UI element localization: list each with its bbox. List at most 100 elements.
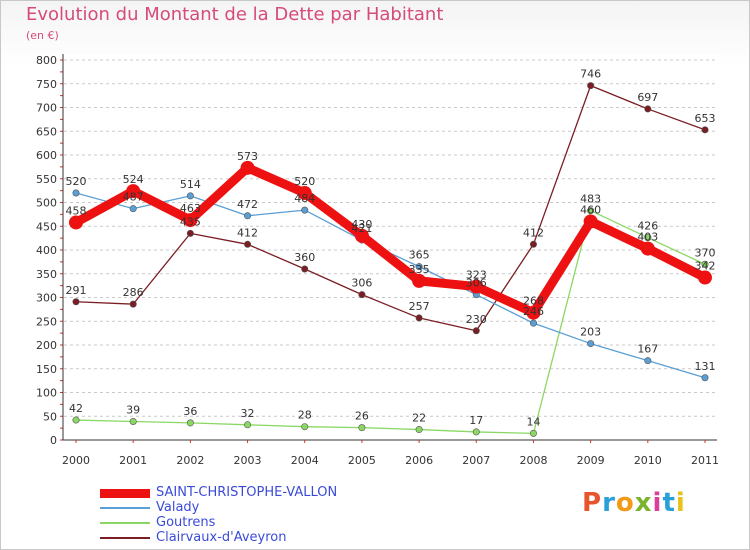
data-point [72, 298, 80, 306]
grid [64, 54, 717, 441]
data-label: 435 [180, 215, 201, 228]
data-label: 483 [580, 193, 601, 206]
data-point [129, 205, 137, 213]
data-label: 342 [695, 260, 716, 273]
data-label: 514 [180, 178, 201, 191]
logo-letter: P [582, 488, 603, 518]
data-label: 36 [183, 405, 197, 418]
plot-area [64, 54, 717, 440]
data-label: 268 [523, 295, 544, 308]
data-label: 426 [637, 220, 658, 233]
x-tick-label: 2010 [634, 454, 662, 467]
data-label: 360 [294, 251, 315, 264]
y-tick-label: 750 [36, 78, 57, 91]
x-tick-label: 2005 [348, 454, 376, 467]
data-label: 520 [66, 175, 87, 188]
data-point [529, 319, 537, 327]
data-label: 412 [523, 226, 544, 239]
data-label: 28 [298, 409, 312, 422]
data-point [301, 206, 309, 214]
data-label: 286 [123, 286, 144, 299]
line-chart: 0 50 100 150 200 250 300 350 400 450 500 550 600 650 7… [36, 54, 719, 467]
data-label: 370 [695, 246, 716, 259]
logo-letter: i [675, 488, 686, 518]
data-label: 230 [466, 313, 487, 326]
logo-letter: i [652, 488, 663, 518]
data-point [297, 186, 312, 200]
y-tick-label: 500 [36, 197, 57, 210]
data-label: 131 [695, 360, 716, 373]
x-tick-label: 2006 [405, 454, 433, 467]
series-clairvaux-d-aveyron [72, 82, 709, 335]
data-label: 421 [351, 222, 372, 235]
data-label: 306 [351, 277, 372, 290]
data-point [469, 279, 484, 294]
data-label: 32 [241, 407, 255, 420]
legend-label: Clairvaux-d'Aveyron [156, 530, 287, 545]
series-goutrens [72, 207, 709, 437]
data-point [472, 428, 480, 436]
series-layer [69, 82, 712, 437]
chart-subtitle: (en €) [26, 29, 59, 42]
legend: SAINT-CHRISTOPHE-VALLON Valady Goutrens Cla… [100, 485, 400, 545]
data-label: 746 [580, 68, 601, 81]
data-label: 365 [409, 249, 430, 262]
data-point [640, 241, 655, 256]
data-label: 246 [523, 305, 544, 318]
x-tick-label: 2008 [519, 454, 547, 467]
data-point [244, 212, 252, 220]
x-tick-label: 2007 [462, 454, 490, 467]
y-tick-label: 350 [36, 268, 57, 281]
legend-label: Valady [156, 500, 200, 515]
data-label: 167 [637, 343, 658, 356]
data-label: 403 [637, 231, 658, 244]
data-point [183, 213, 198, 228]
legend-swatch [100, 522, 150, 524]
y-tick-label: 250 [36, 315, 57, 328]
y-tick-label: 400 [36, 244, 57, 257]
y-tick-label: 600 [36, 149, 57, 162]
legend-swatch [100, 507, 150, 509]
data-point [526, 305, 541, 320]
data-point [701, 374, 709, 382]
data-point [644, 357, 652, 365]
data-point [587, 340, 595, 348]
data-point [301, 265, 309, 273]
data-labels: 291 286 435 412 360 306 257 230 412 746 697 653 42 39… [66, 68, 716, 429]
legend-item: SAINT-CHRISTOPHE-VALLON [100, 485, 400, 500]
data-label: 520 [294, 175, 315, 188]
x-tick-label: 2009 [577, 454, 605, 467]
data-label: 26 [355, 410, 369, 423]
data-point [72, 189, 80, 197]
series-saint-christophe-vallon [69, 160, 712, 320]
data-point [186, 229, 194, 237]
data-point [701, 126, 709, 134]
y-tick-label: 100 [36, 387, 57, 400]
logo-letter: x [634, 488, 653, 518]
data-point [587, 82, 595, 90]
data-label: 323 [466, 269, 487, 282]
legend-swatch [100, 488, 150, 498]
x-tick-label: 2003 [234, 454, 262, 467]
y-tick-label: 700 [36, 102, 57, 115]
data-point [126, 184, 141, 199]
data-label: 460 [580, 204, 601, 217]
data-point [358, 291, 366, 299]
data-label: 472 [237, 198, 258, 211]
data-point [583, 214, 598, 229]
series-line [71, 163, 710, 318]
legend-item: Clairvaux-d'Aveyron [100, 530, 400, 545]
data-point [415, 263, 423, 271]
data-point [415, 314, 423, 322]
data-label: 306 [466, 277, 487, 290]
data-point [240, 160, 255, 175]
x-tick-label: 2011 [691, 454, 719, 467]
data-label: 653 [695, 112, 716, 125]
series-line [75, 209, 706, 435]
y-tick-label: 50 [43, 410, 57, 423]
data-point [301, 423, 309, 431]
y-tick-label: 150 [36, 363, 57, 376]
data-point [129, 300, 137, 308]
data-point [644, 234, 652, 242]
data-point [644, 105, 652, 113]
